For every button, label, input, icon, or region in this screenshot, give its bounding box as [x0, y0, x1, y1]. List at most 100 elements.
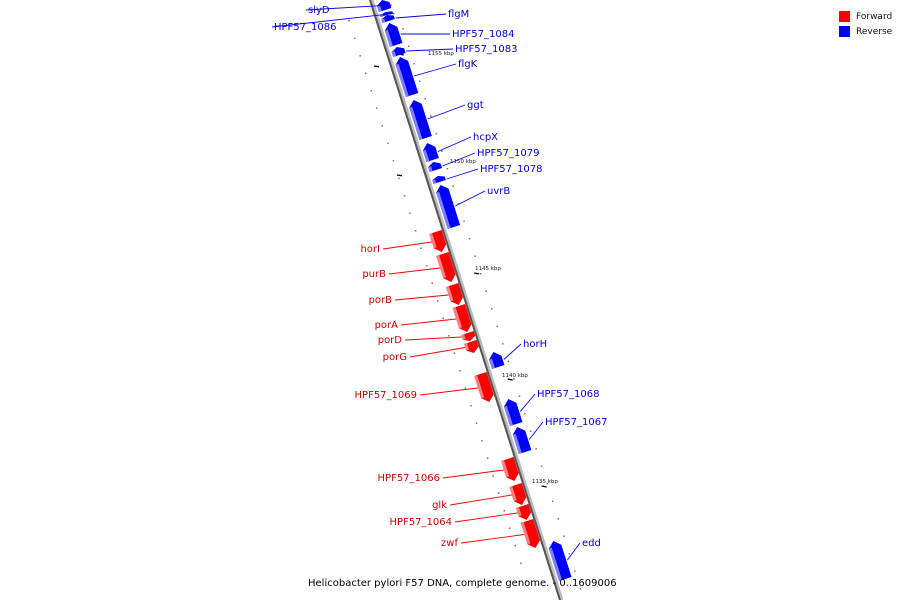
tick-dot: [414, 230, 417, 232]
gene-arrow: [501, 457, 519, 482]
gene-porG: [464, 340, 479, 354]
tick-dot: [407, 45, 410, 47]
tick-dot: [568, 553, 571, 555]
gene-arrow-shade: [516, 507, 522, 517]
tick-dot: [540, 465, 543, 467]
tick-dot: [453, 352, 456, 354]
gene-leader-line: [382, 241, 432, 250]
gene-label: slyD: [308, 5, 330, 16]
gene-leader-line: [460, 534, 525, 544]
tick-dot: [463, 220, 465, 222]
tick-dot: [418, 80, 421, 82]
gene-label: porD: [378, 335, 403, 346]
tick-dot: [420, 247, 422, 249]
gene-arrow-shade: [446, 286, 454, 302]
gene-arrow-shade: [501, 460, 510, 478]
tick-dot: [579, 588, 582, 590]
tick-dot: [402, 28, 404, 30]
gene-HPF57_1064: [516, 504, 532, 521]
tick-dot: [496, 325, 499, 327]
gene-leader-line: [400, 318, 457, 326]
gene-leader-line: [566, 542, 581, 561]
gene-porB: [446, 283, 463, 305]
gene-arrow: [452, 304, 472, 332]
legend-item-forward: Forward: [839, 9, 892, 24]
legend-label-forward: Forward: [856, 11, 893, 22]
gene-arrow-shade: [452, 307, 462, 329]
gene-arrow: [548, 541, 572, 581]
gene-label: HPF57_1066: [378, 473, 440, 484]
tick-dot: [468, 238, 471, 240]
gene-arrow-shade: [548, 547, 563, 581]
gene-label: HPF57_1086: [274, 22, 336, 33]
backbone-shadow: [370, 0, 564, 600]
gene-label: HPF57_1068: [537, 389, 599, 400]
gene-arrow: [520, 519, 540, 549]
tick-dot: [381, 125, 384, 127]
tick-dot: [376, 107, 378, 109]
tick-dot: [413, 63, 415, 65]
gene-arrow-shade: [432, 179, 437, 184]
gene-label: HPF57_1078: [480, 164, 542, 175]
gene-leader-line: [394, 294, 449, 301]
tick-dot: [485, 290, 487, 292]
gene-label: hcpX: [473, 132, 498, 143]
legend: Forward Reverse: [839, 9, 892, 39]
gene-horH: [489, 351, 505, 369]
tick-dot: [437, 300, 439, 302]
scale-label: 1155 kbp: [428, 51, 454, 57]
gene-leader-line: [413, 63, 457, 77]
gene-label: HPF57_1079: [477, 148, 539, 159]
tick-dot: [513, 378, 515, 380]
tick-dot: [509, 527, 511, 529]
tick-dot: [529, 430, 532, 432]
gene-glk: [509, 483, 527, 505]
tick-dot: [492, 475, 494, 477]
gene-label: HPF57_1064: [390, 517, 452, 528]
gene-ggt: [409, 100, 432, 140]
tick-dot: [431, 282, 433, 284]
gene-uvrB: [436, 184, 461, 229]
gene-arrow: [436, 184, 461, 229]
gene-label: horI: [360, 244, 380, 255]
scale-label: 1150 kbp: [450, 159, 476, 165]
tick-dot: [452, 185, 454, 187]
tick-dot: [448, 335, 450, 337]
gene-arrow-shade: [461, 334, 466, 340]
gene-HPF57_1078: [432, 175, 446, 184]
gene-label: ggt: [467, 100, 484, 111]
gene-flgM: [381, 14, 395, 23]
gene-leader-line: [437, 136, 472, 152]
tick-dot: [442, 317, 445, 319]
backbone: [369, 0, 564, 600]
gene-label: HPF57_1084: [452, 29, 514, 40]
gene-HPF57_1066: [501, 457, 519, 482]
scale-tick: [373, 65, 380, 68]
gene-leader-line: [406, 48, 454, 52]
gene-arrow: [409, 100, 432, 140]
gene-leader-line: [528, 421, 544, 440]
gene-arrow-shade: [474, 375, 485, 399]
tick-dot: [370, 90, 372, 92]
tick-dot: [392, 160, 395, 162]
tick-dot: [514, 545, 517, 547]
tick-dot: [435, 133, 438, 135]
tick-dot: [353, 37, 356, 39]
scale-labels: 1155 kbp 1150 kbp 1145 kbp 1140 kbp 1135 kbp: [373, 51, 558, 488]
legend-item-reverse: Reverse: [839, 24, 892, 39]
legend-swatch-reverse: [839, 26, 850, 37]
gene-leader-line: [442, 152, 476, 167]
gene-arrow: [395, 57, 419, 97]
tick-dot: [470, 405, 472, 407]
gene-leader-line: [454, 512, 518, 523]
tick-dot: [486, 457, 489, 459]
gene-arrow-shade: [384, 29, 393, 47]
tick-dot: [464, 387, 467, 389]
gene-leader-line: [305, 4, 392, 11]
gene-arrow-shade: [512, 433, 522, 454]
gene-HPF57_1079: [428, 162, 443, 172]
tick-dot: [348, 20, 350, 22]
gene-leader-line: [409, 347, 466, 358]
gene-HPF57_1068: [503, 398, 523, 426]
